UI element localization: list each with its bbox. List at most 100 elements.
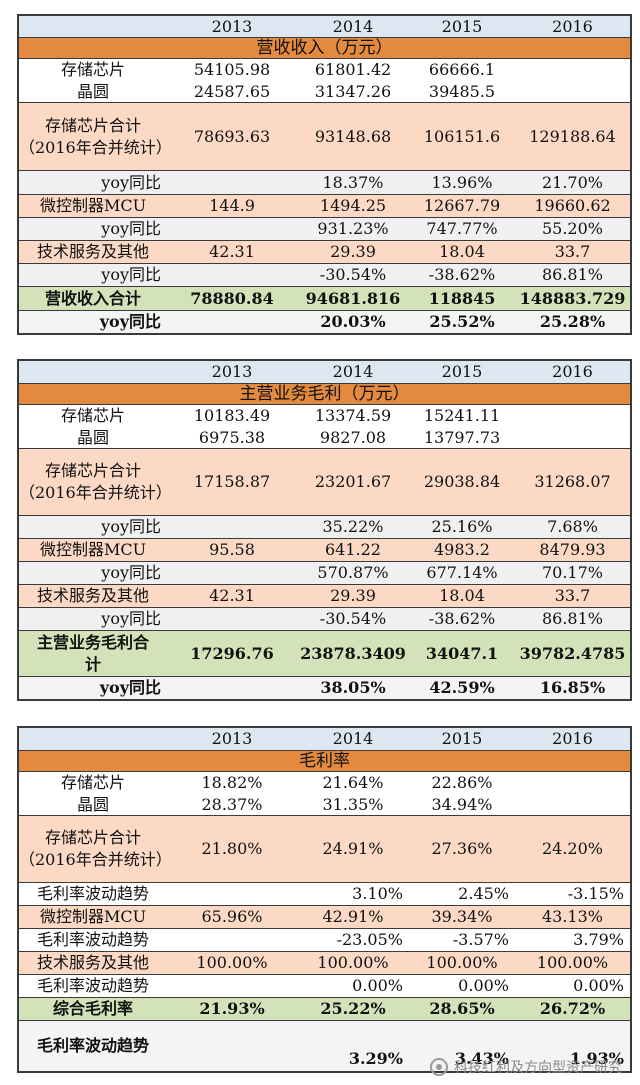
- cell-2014: 20.03%: [320, 312, 386, 331]
- cell-2016: 19660.62: [534, 196, 611, 215]
- table-row: 存储芯片合计（2016年合并统计） 78693.63 93148.68 1061…: [19, 103, 630, 171]
- gross-profit-table: 2013 2014 2015 2016 主营业务毛利（万元） 存储芯片 1018…: [17, 359, 632, 701]
- cell-2014: -23.05%: [336, 930, 403, 949]
- table-row: 毛利率波动趋势 3.10% 2.45% -3.15%: [19, 883, 630, 906]
- table-row: yoy同比 -30.54% -38.62% 86.81%: [19, 608, 630, 631]
- row-label: 毛利率波动趋势: [36, 930, 149, 949]
- table-row: yoy同比 35.22% 25.16% 7.68%: [19, 516, 630, 539]
- row-label: 技术服务及其他: [36, 586, 149, 605]
- cell-2013: 54105.98: [193, 60, 271, 79]
- cell-2015: 2.45%: [458, 884, 509, 903]
- cell-2016: 33.7: [554, 586, 591, 605]
- cell-2014: 1494.25: [319, 196, 387, 215]
- cell-2016: 86.81%: [541, 609, 603, 628]
- year-header-row: 2013 2014 2015 2016: [19, 361, 630, 384]
- row-label: yoy同比: [99, 678, 161, 697]
- cell-2014: 31.35%: [322, 794, 384, 814]
- row-label: 微控制器MCU: [39, 196, 147, 215]
- watermark-text: 科技红利及方向型资产研究: [454, 1060, 622, 1076]
- cell-2014: 23878.3409: [300, 643, 406, 663]
- table-row: 毛利率波动趋势 -23.05% -3.57% 3.79%: [19, 929, 630, 952]
- cell-2016: 8479.93: [539, 540, 606, 559]
- section-title: 主营业务毛利（万元）: [19, 384, 630, 405]
- cell-2016: 21.70%: [541, 172, 603, 192]
- year-2015: 2015: [441, 16, 483, 36]
- table-row: yoy同比 18.37% 13.96% 21.70%: [19, 171, 630, 195]
- cell-2015: 15241.11: [423, 406, 501, 425]
- cell-2014: 21.64%: [322, 773, 384, 792]
- total-row: 营收收入合计 78880.84 94681.816 118845 148883.…: [19, 287, 630, 311]
- cell-2015: 18.04: [439, 242, 485, 261]
- cell-2015: 18.04: [439, 586, 485, 605]
- cell-2015: -38.62%: [428, 265, 496, 284]
- cell-2013: 100.00%: [196, 953, 268, 972]
- table-row: 毛利率波动趋势 0.00% 0.00% 0.00%: [19, 975, 630, 998]
- cell-2014: 0.00%: [352, 976, 403, 995]
- cell-2013: 42.31: [209, 586, 255, 605]
- year-2013: 2013: [211, 16, 253, 36]
- table-row: 晶圆 28.37% 31.35% 34.94%: [19, 794, 630, 816]
- cell-2015: 13797.73: [423, 427, 501, 447]
- row-label: 营收收入合计: [44, 288, 141, 308]
- cell-2013: 28.37%: [201, 794, 263, 814]
- table-row: 存储芯片 54105.98 61801.42 66666.1: [19, 59, 630, 81]
- row-label: 存储芯片合计（2016年合并统计）: [19, 828, 167, 869]
- row-label: 存储芯片: [60, 406, 125, 425]
- row-label: 晶圆: [76, 81, 109, 101]
- row-label: yoy同比: [99, 312, 161, 331]
- cell-2013: 144.9: [209, 196, 255, 215]
- table-row: 晶圆 6975.38 9827.08 13797.73: [19, 427, 630, 449]
- cell-2014: 24.91%: [322, 839, 384, 858]
- row-label: 技术服务及其他: [36, 242, 149, 261]
- watermark: 科技红利及方向型资产研究: [430, 1057, 622, 1077]
- table-row: 技术服务及其他 42.31 29.39 18.04 33.7: [19, 241, 630, 264]
- cell-2015: 13.96%: [431, 172, 493, 192]
- cell-2013: 10183.49: [193, 406, 271, 425]
- cell-2015: 28.65%: [429, 999, 495, 1018]
- cell-2016: 25.28%: [539, 312, 606, 331]
- cell-2015: 66666.1: [428, 60, 496, 79]
- cell-2014: -30.54%: [319, 609, 387, 628]
- cell-2016: 16.85%: [539, 678, 606, 697]
- table-row: 存储芯片 10183.49 13374.59 15241.11: [19, 405, 630, 427]
- table-row: yoy同比 -30.54% -38.62% 86.81%: [19, 264, 630, 287]
- year-2014: 2014: [332, 362, 374, 381]
- cell-2015: 3.43%: [454, 1049, 509, 1068]
- cell-2016: 70.17%: [541, 563, 603, 582]
- cell-2014: 13374.59: [314, 406, 392, 425]
- cell-2015: 22.86%: [431, 773, 493, 792]
- cell-2015: 677.14%: [426, 563, 498, 582]
- table-row: 存储芯片 18.82% 21.64% 22.86%: [19, 772, 630, 794]
- cell-2014: -30.54%: [319, 265, 387, 284]
- year-2015: 2015: [441, 362, 483, 381]
- year-header-row: 2013 2014 2015 2016: [19, 728, 630, 751]
- row-label: yoy同比: [101, 219, 161, 238]
- year-header-row: 2013 2014 2015 2016: [19, 16, 630, 38]
- table-row: 技术服务及其他 100.00% 100.00% 100.00% 100.00%: [19, 952, 630, 975]
- cell-2016: 148883.729: [519, 288, 626, 308]
- cell-2016: 0.00%: [573, 976, 624, 995]
- section-title: 毛利率: [19, 751, 630, 772]
- row-label: 技术服务及其他: [36, 953, 149, 972]
- cell-2016: 39782.4785: [519, 643, 626, 663]
- row-label: yoy同比: [101, 172, 161, 192]
- cell-2016: 24.20%: [541, 839, 603, 858]
- cell-2014: 23201.67: [314, 472, 392, 491]
- cell-2014: 3.10%: [352, 884, 403, 903]
- cell-2013: 18.82%: [201, 773, 263, 792]
- cell-2013: 95.58: [209, 540, 255, 559]
- cell-2015: 39485.5: [428, 81, 496, 101]
- cell-2016: 55.20%: [541, 219, 603, 238]
- year-2016: 2016: [552, 16, 593, 36]
- row-label: 存储芯片合计（2016年合并统计）: [19, 461, 167, 502]
- cell-2014: 100.00%: [317, 953, 389, 972]
- row-label: 晶圆: [76, 794, 109, 814]
- cell-2015: 25.52%: [429, 312, 495, 331]
- row-label: 主营业务毛利合计: [36, 632, 149, 674]
- row-label: 晶圆: [76, 427, 109, 447]
- cell-2015: 34.94%: [431, 794, 493, 814]
- cell-2016: 3.79%: [573, 930, 624, 949]
- cell-2014: 931.23%: [317, 219, 389, 238]
- cell-2015: 118845: [428, 288, 496, 308]
- cell-2016: 43.13%: [541, 907, 603, 926]
